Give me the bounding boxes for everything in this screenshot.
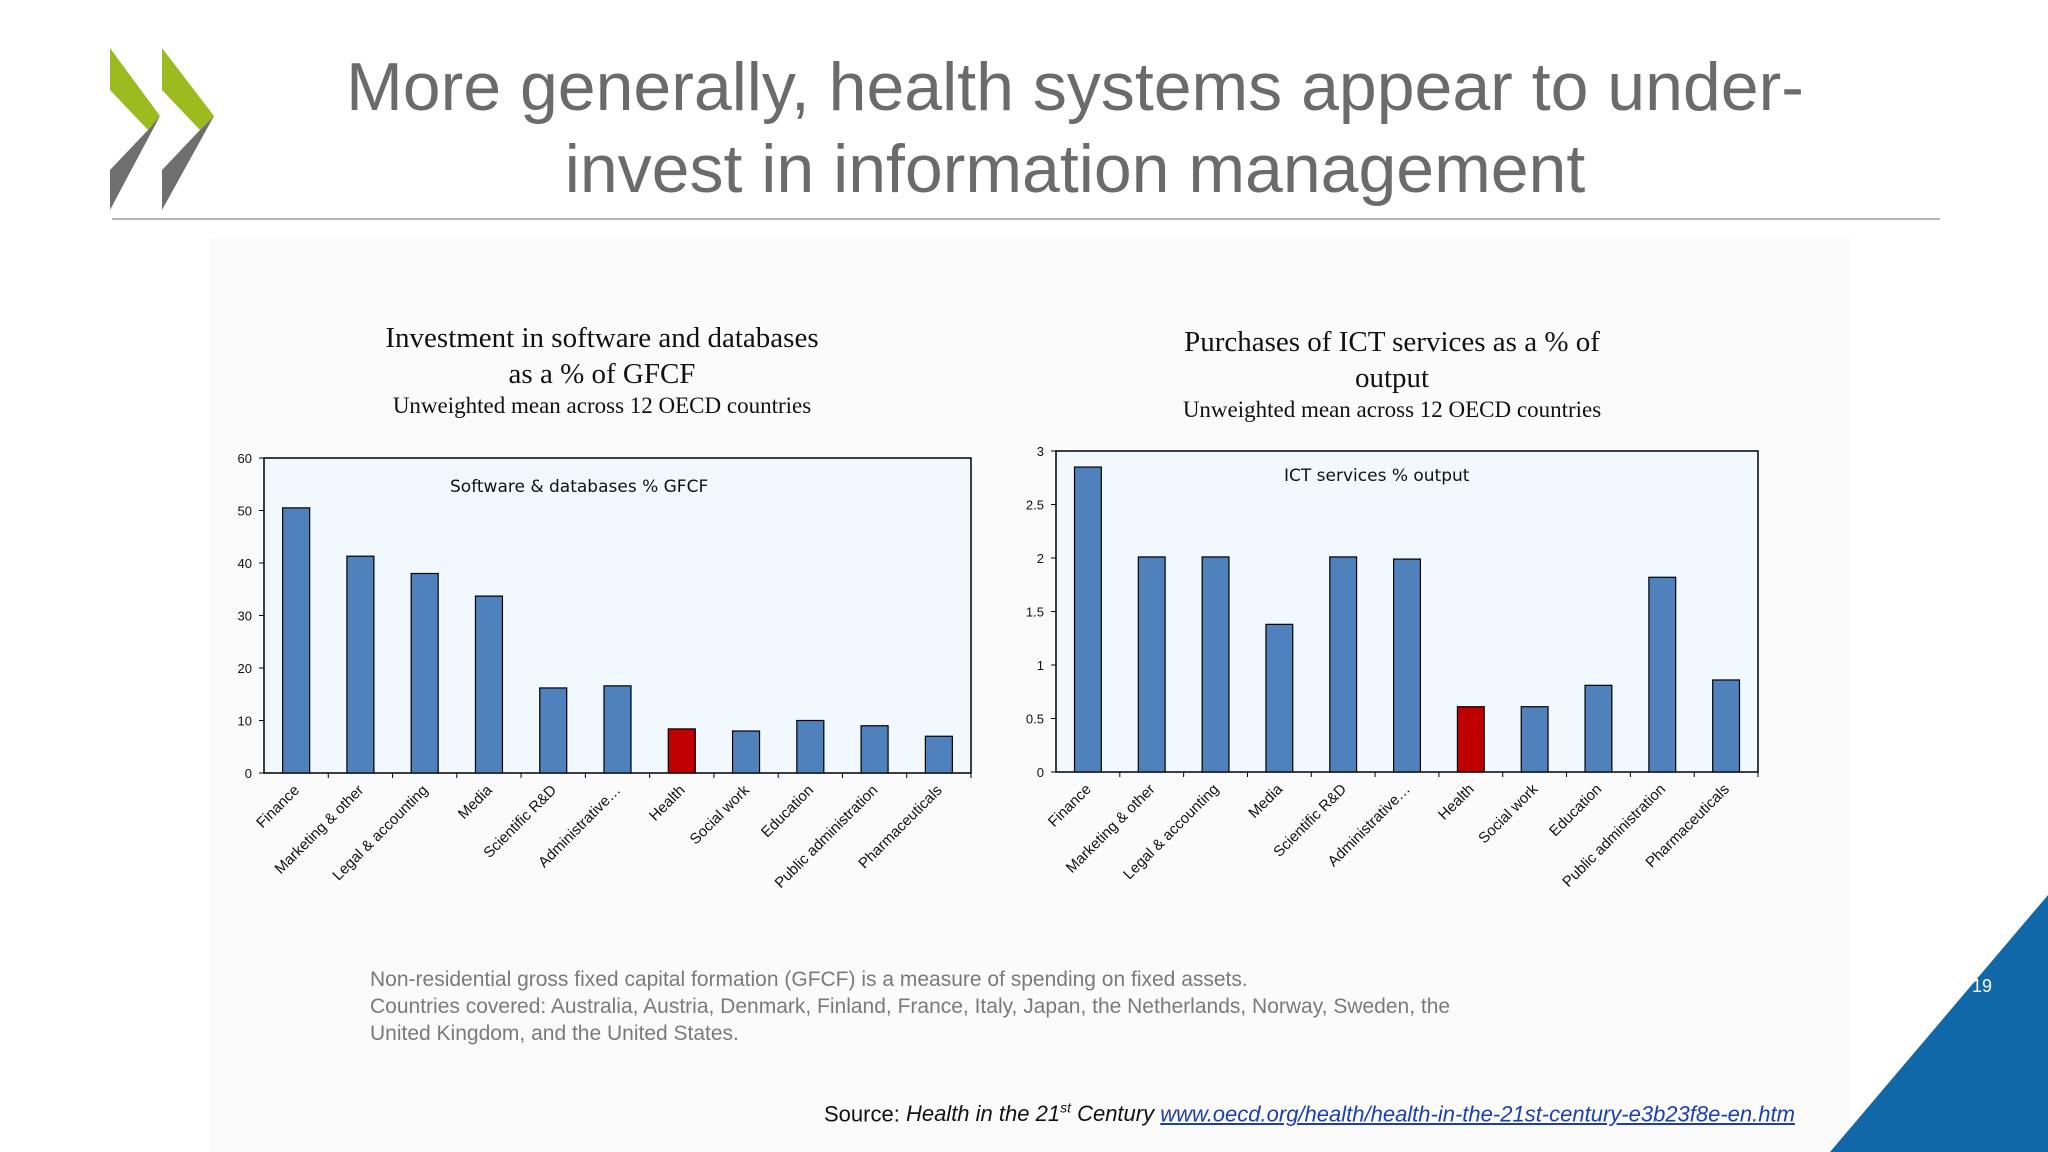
publication-title: Health in the 21st Century (905, 1100, 1155, 1127)
bar (603, 685, 632, 774)
x-tick-label: Finance (1045, 781, 1095, 831)
corner-triangle (1830, 895, 2048, 1152)
bar (796, 719, 825, 774)
bar (410, 572, 439, 774)
publication-superscript: st (1060, 1100, 1071, 1116)
chart-title-line-1: Investment in software and databases (385, 322, 819, 354)
x-tick-label: Health (1435, 781, 1478, 824)
page-number: 19 (1972, 976, 1993, 996)
bar (860, 725, 889, 774)
bar (924, 735, 953, 774)
bar (1584, 684, 1613, 773)
bar-highlight (1456, 706, 1485, 773)
title-line-1: More generally, health systems appear to… (346, 49, 1804, 125)
oecd-logo (110, 48, 214, 210)
logo-gray-chevron-left (110, 116, 160, 210)
bar (474, 595, 504, 774)
logo-gray-chevron-right (162, 116, 214, 210)
x-tick-label: Health (646, 782, 689, 825)
chart-title-line-1: Purchases of ICT services as a % of (1184, 326, 1600, 358)
bar (1201, 556, 1230, 773)
y-tick-label: 0 (245, 766, 252, 781)
source-citation: Source: Health in the 21st Century www.o… (824, 1100, 1795, 1127)
y-tick-label: 60 (238, 451, 252, 466)
bar (731, 730, 761, 774)
source-label: Source: (824, 1101, 900, 1127)
chart-ict-purchases: Purchases of ICT services as a % of outp… (1012, 322, 1772, 922)
bar (1073, 466, 1102, 773)
x-tick-label: Education (758, 782, 817, 841)
bar (1265, 623, 1294, 773)
y-tick-label: 40 (238, 556, 252, 571)
y-tick-label: 2 (1037, 551, 1044, 566)
bar (1137, 556, 1166, 773)
x-tick-label: Media (1245, 780, 1286, 821)
bar-highlight (667, 728, 696, 774)
y-tick-label: 2.5 (1026, 498, 1044, 513)
y-tick-label: 1.5 (1026, 605, 1044, 620)
bar (539, 687, 568, 774)
y-tick-label: 0 (1037, 765, 1044, 780)
bar (282, 507, 311, 774)
chart-subtitle: Unweighted mean across 12 OECD countries (392, 393, 812, 418)
y-tick-label: 3 (1037, 444, 1044, 459)
x-tick-label: Social work (687, 781, 754, 848)
bar (1329, 556, 1358, 773)
footnotes: Non-residential gross fixed capital form… (370, 966, 1630, 1047)
y-tick-label: 10 (238, 714, 252, 729)
x-tick-label: Education (1546, 781, 1605, 840)
footnote-line: Countries covered: Australia, Austria, D… (370, 995, 1451, 1018)
source-link[interactable]: www.oecd.org/health/health-in-the-21st-c… (1160, 1101, 1795, 1127)
footnote-line: United Kingdom, and the United States. (370, 1022, 739, 1045)
bar (1520, 706, 1549, 773)
title-divider (112, 218, 1940, 220)
logo-green-chevron-left (110, 48, 160, 130)
publication-prefix: Health in the 21 (905, 1101, 1061, 1127)
y-tick-label: 30 (238, 609, 252, 624)
chart-software-investment: Investment in software and databases as … (222, 318, 982, 918)
x-tick-label: Social work (1475, 780, 1542, 847)
chart-title-line-2: output (1354, 362, 1430, 394)
y-tick-label: 1 (1037, 658, 1044, 673)
series-label: ICT services % output (1284, 466, 1470, 486)
y-tick-label: 0.5 (1026, 712, 1044, 727)
title-line-2: invest in information management (564, 131, 1586, 207)
bar (346, 555, 375, 774)
chart-subtitle: Unweighted mean across 12 OECD countries (1182, 397, 1602, 422)
x-tick-label: Finance (253, 782, 303, 832)
bar (1392, 558, 1422, 773)
x-tick-label: Media (455, 781, 496, 822)
logo-green-chevron-right (162, 48, 214, 130)
bar (1648, 576, 1677, 773)
chart-title: Purchases of ICT services as a % of outp… (1012, 324, 1772, 396)
series-label: Software & databases % GFCF (450, 477, 708, 497)
footnote-line: Non-residential gross fixed capital form… (370, 968, 1248, 991)
bar (1712, 679, 1741, 773)
chart-title-line-2: as a % of GFCF (508, 358, 696, 390)
chart-title: Investment in software and databases as … (222, 320, 982, 392)
y-tick-label: 20 (238, 661, 252, 676)
publication-suffix: Century (1077, 1101, 1155, 1127)
y-tick-label: 50 (238, 504, 252, 519)
corner-decoration (1830, 895, 2048, 1152)
page-title: More generally, health systems appear to… (300, 46, 1850, 210)
